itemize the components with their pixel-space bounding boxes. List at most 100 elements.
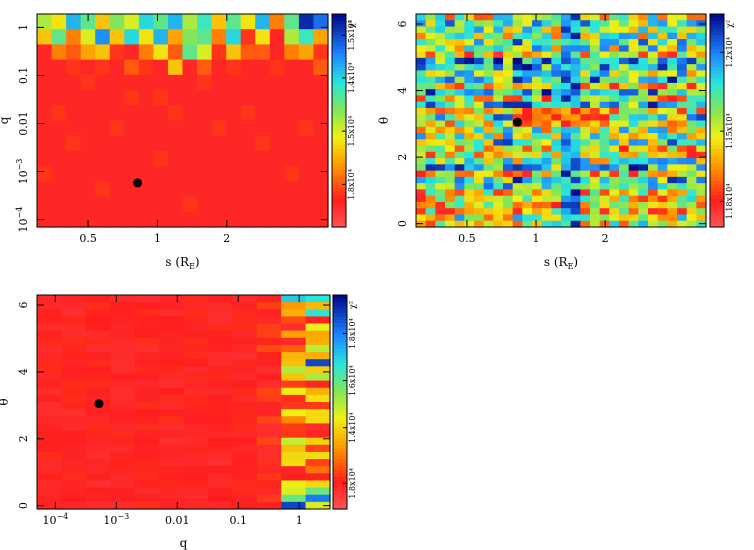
heatmap-cell — [425, 176, 436, 184]
colorbar-segment — [710, 173, 724, 178]
heatmap-cell — [305, 430, 331, 439]
heatmap-cell — [541, 114, 552, 122]
heatmap-cell — [503, 170, 514, 178]
heatmap-cell — [435, 32, 446, 40]
y-tick-label: 0 — [17, 502, 30, 509]
heatmap-cell — [609, 57, 620, 65]
heatmap-cell — [570, 139, 581, 147]
colorbar-segment — [332, 187, 346, 193]
heatmap-cell — [609, 151, 620, 159]
heatmap-cell — [124, 44, 140, 61]
heatmap-cell — [522, 151, 533, 159]
x-axis-ticks-s-q: 0.5 1 2 — [79, 14, 230, 245]
heatmap-cell — [474, 82, 485, 90]
heatmap-cell — [464, 120, 475, 128]
heatmap-cell — [232, 416, 258, 424]
heatmap-cell — [197, 59, 213, 76]
heatmap-cell — [541, 139, 552, 147]
heatmap-cell — [493, 120, 504, 128]
colorbar-segment — [333, 359, 347, 364]
heatmap-cell — [580, 164, 591, 172]
heatmap-cell — [95, 196, 111, 213]
heatmap-cell — [454, 176, 465, 184]
heatmap-cell — [648, 70, 659, 78]
heatmap-cell — [269, 44, 285, 61]
heatmap-cell — [298, 135, 315, 152]
heatmap-cell — [667, 95, 678, 103]
heatmap-cell — [628, 195, 639, 203]
heatmap-cell — [425, 76, 436, 84]
heatmap-cell — [648, 114, 659, 122]
heatmap-cell — [305, 394, 331, 403]
colorbar-segment — [710, 127, 724, 132]
heatmap-cell — [561, 170, 572, 178]
heatmap-cell — [435, 158, 446, 165]
heatmap-cell — [240, 105, 256, 122]
heatmap-cell — [474, 214, 485, 222]
heatmap-cell — [512, 151, 523, 159]
heatmap-cell — [657, 45, 668, 53]
heatmap-cell — [183, 473, 209, 482]
heatmap-cell — [667, 176, 678, 184]
heatmap-cell — [570, 176, 581, 184]
colorbar-tick-label: 1.2x10⁴ — [725, 37, 734, 68]
heatmap-cell — [667, 101, 678, 109]
heatmap-cell — [256, 466, 282, 474]
heatmap-cell — [183, 380, 209, 389]
colorbar-segment — [333, 312, 347, 317]
heatmap-cell — [580, 107, 591, 115]
colorbar-segment — [332, 223, 346, 228]
heatmap-cell — [183, 295, 209, 303]
colorbar-segment — [710, 198, 724, 203]
heatmap-cell — [80, 44, 96, 61]
heatmap-cell — [305, 494, 331, 503]
colorbar-segment — [710, 223, 724, 228]
heatmap-cell — [580, 126, 591, 134]
heatmap-cell — [454, 39, 465, 46]
heatmap-cell — [474, 139, 485, 147]
heatmap-cell — [159, 323, 185, 332]
heatmap-cell — [570, 32, 581, 40]
heatmap-cell — [551, 76, 562, 84]
heatmap-cell — [109, 196, 125, 213]
heatmap-cell — [541, 158, 552, 165]
heatmap-cell — [110, 366, 136, 375]
heatmap-cell — [256, 359, 282, 367]
heatmap-cell — [551, 51, 562, 59]
heatmap-cell — [483, 26, 494, 34]
heatmap-cell — [445, 32, 456, 40]
heatmap-cell — [298, 181, 315, 198]
heatmap-cell — [493, 158, 504, 165]
heatmap-cell — [85, 501, 111, 510]
heatmap-cell — [638, 14, 649, 21]
heatmap-cell — [281, 359, 307, 367]
heatmap-cell — [503, 214, 514, 222]
heatmap-cell — [464, 220, 475, 228]
heatmap-cell — [37, 387, 63, 396]
heatmap-cell — [696, 51, 707, 59]
heatmap-cell — [256, 416, 282, 424]
heatmap-cell — [95, 211, 111, 228]
heatmap-cell — [541, 51, 552, 59]
heatmap-cell — [580, 201, 591, 209]
heatmap-cell — [638, 51, 649, 59]
heatmap-cell — [109, 150, 125, 167]
heatmap-cell — [232, 501, 258, 510]
heatmap-cell — [207, 451, 233, 460]
heatmap-cell — [696, 45, 707, 53]
heatmap-cell — [590, 114, 601, 122]
heatmap-cell — [445, 139, 456, 147]
heatmap-cell — [207, 416, 233, 424]
colorbar-tick-label: 1.5x10⁴ — [347, 116, 356, 147]
heatmap-cell — [667, 126, 678, 134]
heatmap-cell — [211, 74, 227, 91]
heatmap-cell — [109, 181, 125, 198]
heatmap-cell — [667, 145, 678, 153]
heatmap-cell — [619, 14, 630, 21]
heatmap-cell — [532, 145, 543, 153]
heatmap-cell — [657, 208, 668, 216]
heatmap-cell — [648, 170, 659, 178]
colorbar-segment — [710, 187, 724, 193]
heatmap-cell — [197, 14, 213, 30]
